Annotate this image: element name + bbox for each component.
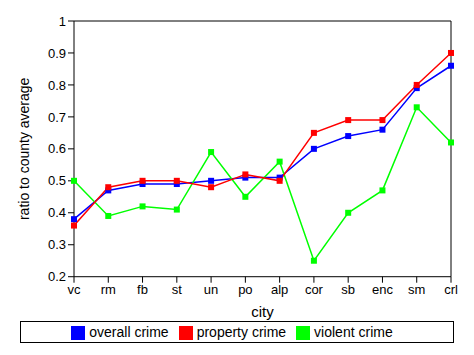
svg-text:crl: crl (444, 282, 458, 297)
svg-text:un: un (204, 282, 218, 297)
svg-text:ratio to county average: ratio to county average (16, 77, 32, 220)
html-text:overall crime: overall crime (89, 323, 169, 340)
svg-text:rm: rm (101, 282, 116, 297)
svg-text:fb: fb (137, 282, 148, 297)
svg-text:0.9: 0.9 (48, 46, 66, 61)
svg-text:po: po (238, 282, 252, 297)
svg-text:vc: vc (68, 282, 82, 297)
svg-text:0.4: 0.4 (48, 205, 66, 220)
svg-text:enc: enc (372, 282, 393, 297)
html-text:property crime: property crime (196, 323, 287, 340)
svg-text:0.8: 0.8 (48, 78, 66, 93)
svg-text:0.2: 0.2 (48, 269, 66, 284)
svg-text:0.6: 0.6 (48, 141, 66, 156)
svg-text:city: city (251, 303, 274, 320)
html-text:violent crime: violent crime (314, 323, 393, 340)
svg-text:alp: alp (271, 282, 288, 297)
svg-text:0.3: 0.3 (48, 237, 66, 252)
svg-text:cor: cor (305, 282, 324, 297)
svg-text:0.5: 0.5 (48, 173, 66, 188)
svg-text:st: st (172, 282, 183, 297)
svg-text:1: 1 (59, 14, 66, 29)
svg-text:sm: sm (408, 282, 425, 297)
svg-text:0.7: 0.7 (48, 110, 66, 125)
svg-text:sb: sb (341, 282, 355, 297)
